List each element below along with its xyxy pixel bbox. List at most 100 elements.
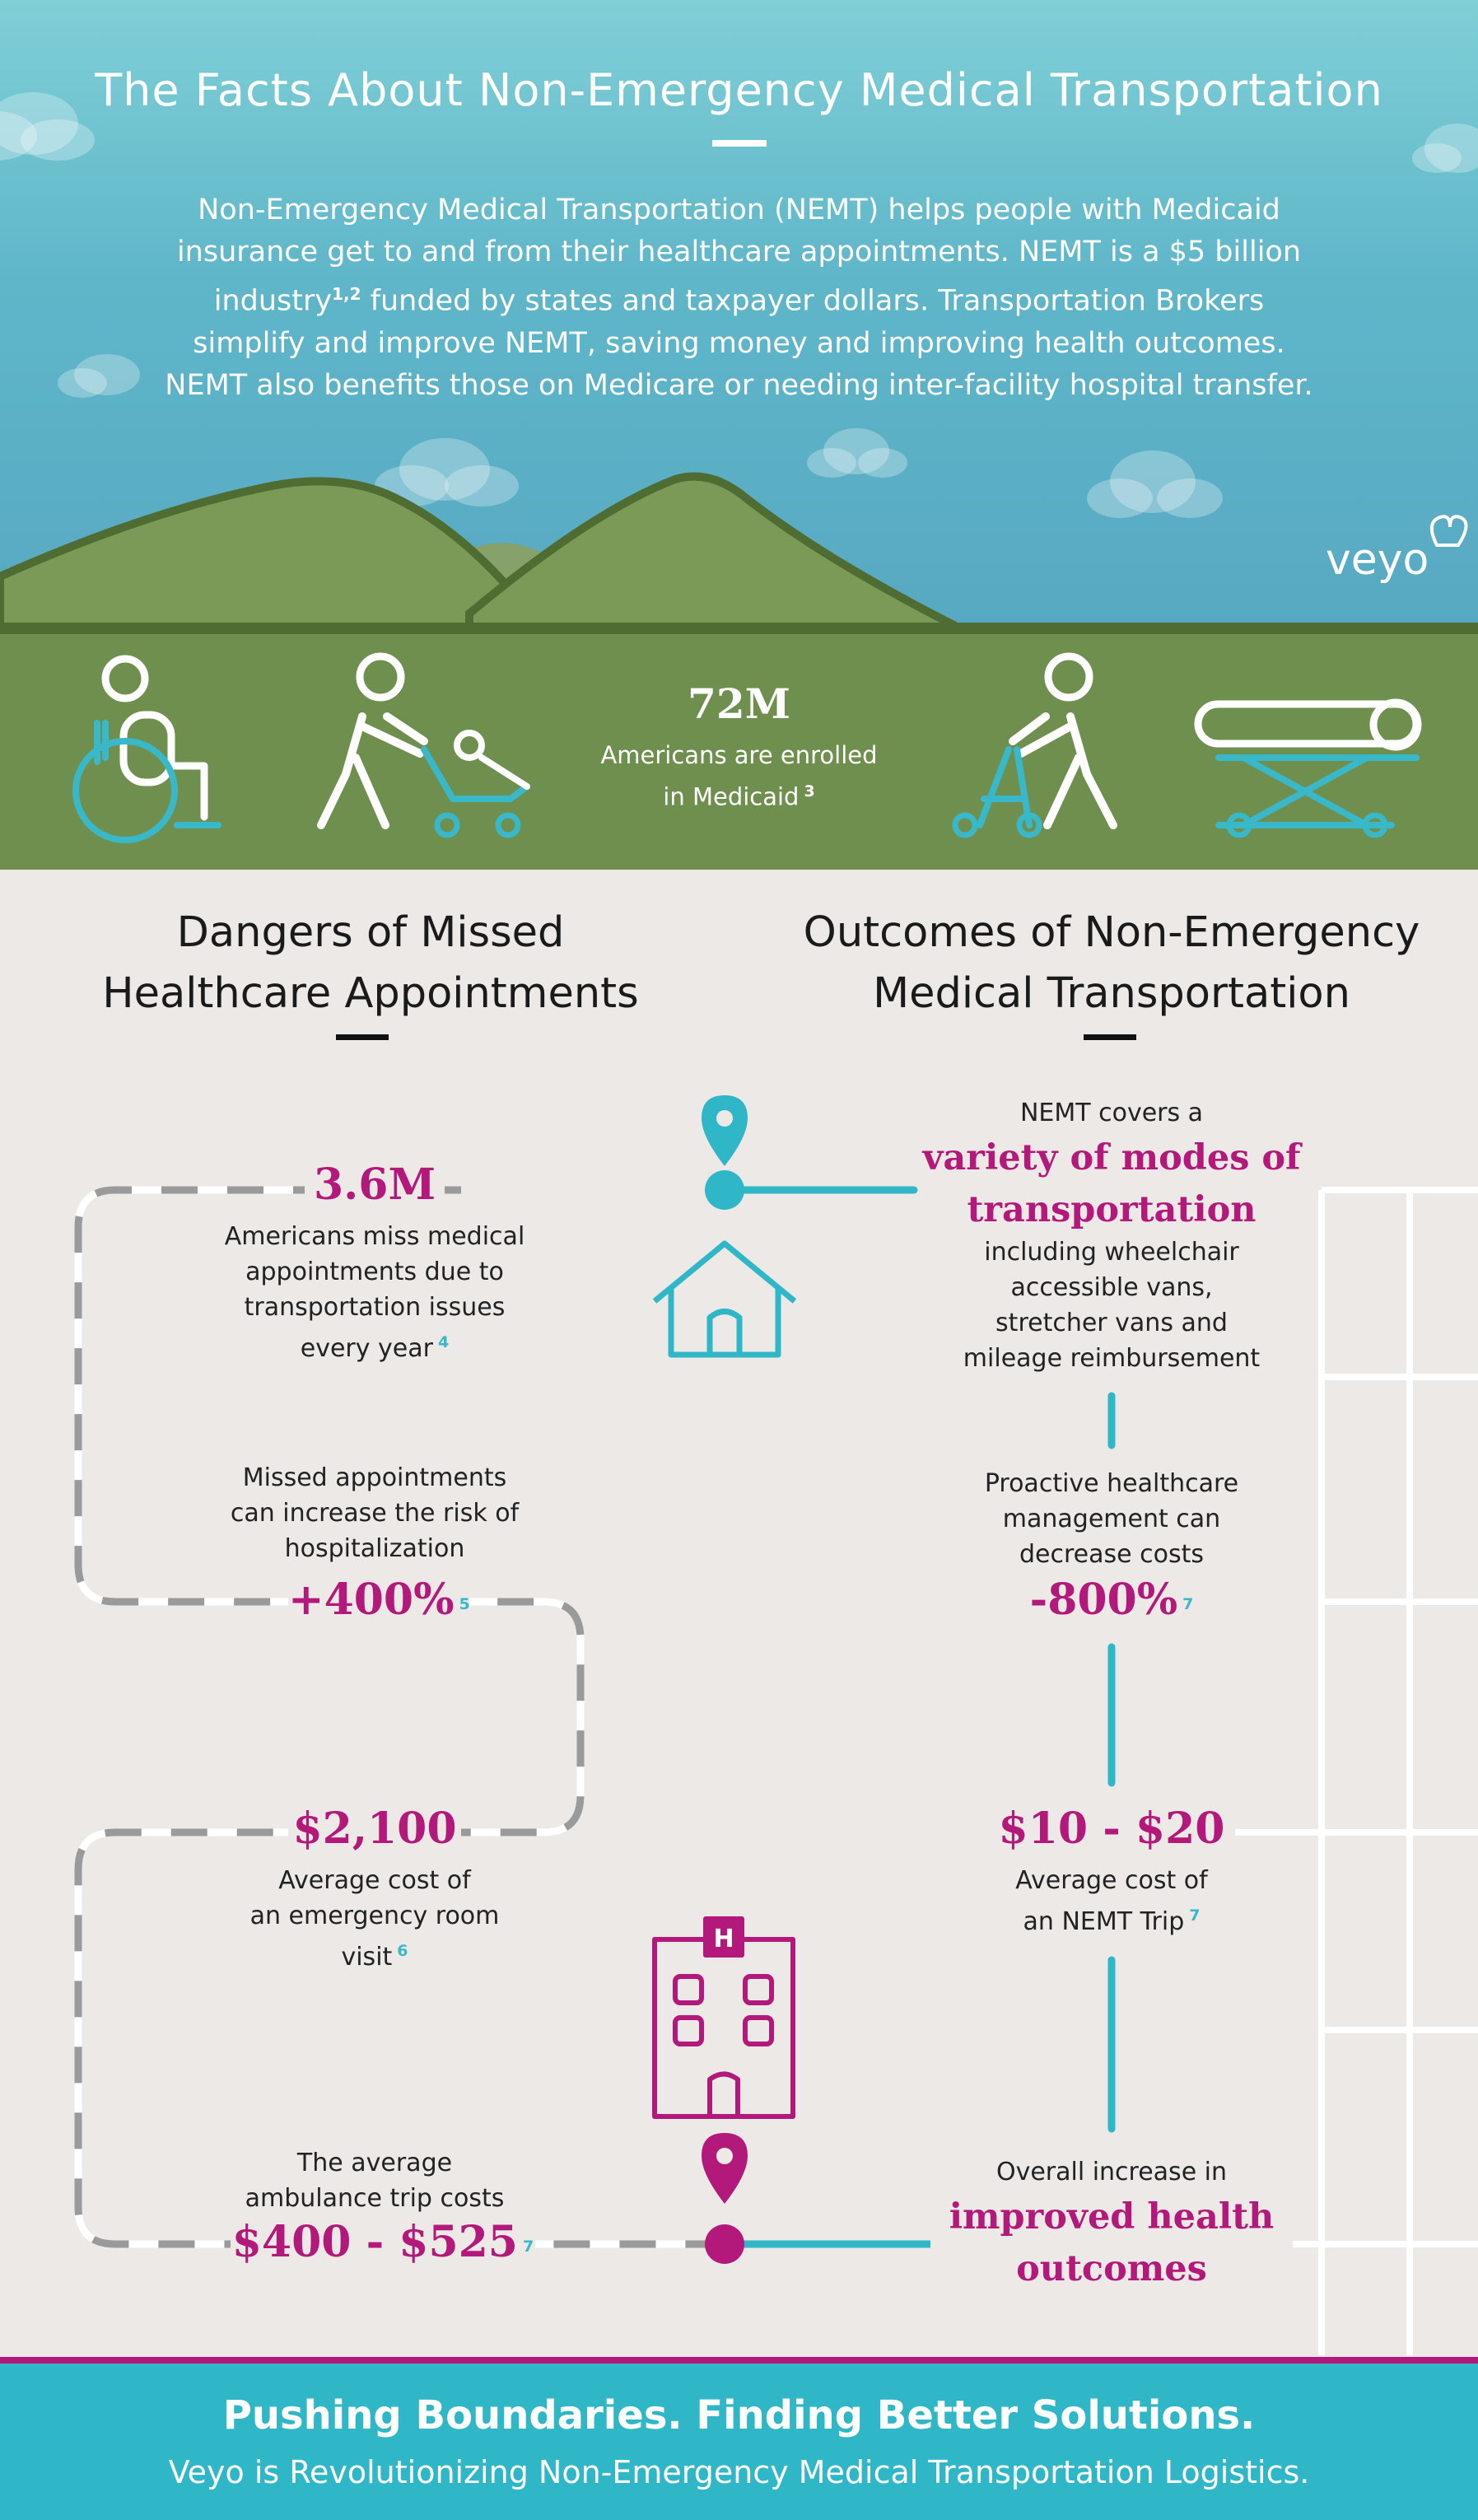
- text-line: including wheelchair: [984, 1238, 1239, 1267]
- footer-subtitle: Veyo is Revolutionizing Non-Emergency Me…: [168, 2454, 1310, 2490]
- house-icon: [652, 1240, 797, 1358]
- text-line: Average cost of: [278, 1866, 471, 1895]
- cloud-icon: [58, 354, 140, 398]
- page-title: The Facts About Non-Emergency Medical Tr…: [95, 64, 1383, 116]
- text-line: transportation issues: [244, 1293, 506, 1322]
- health-outcomes-highlight: outcomes: [1016, 2248, 1207, 2289]
- medicaid-stat-text: Americans are enrolled in Medicaid 3: [576, 737, 902, 815]
- hospital-icon: H: [652, 1916, 795, 2119]
- text-line: visit: [341, 1943, 393, 1972]
- footnote-ref: 7: [523, 2237, 534, 2256]
- intro-line: insurance get to and from their healthca…: [176, 236, 1302, 268]
- hospitalization-risk-value: +400%: [288, 1575, 455, 1625]
- footnote-ref: 3: [804, 782, 815, 800]
- footnote-ref: 1,2: [332, 284, 361, 304]
- transport-icons: [72, 652, 1422, 843]
- text-line: stretcher vans and: [995, 1309, 1228, 1337]
- footnote-ref: 5: [459, 1594, 470, 1613]
- text-line: hospitalization: [284, 1534, 465, 1563]
- intro-line: simplify and improve NEMT, saving money …: [193, 326, 1285, 360]
- intro-line: Non-Emergency Medical Transportation (NE…: [198, 194, 1280, 226]
- cloud-icon: [375, 438, 519, 506]
- transport-modes-highlight: variety of modes of: [922, 1137, 1301, 1178]
- wheelchair-icon: [72, 655, 221, 843]
- band-top-edge: [0, 623, 1478, 634]
- ambulance-cost-text: The average ambulance trip costs: [189, 2145, 560, 2216]
- stretcher-icon: [1194, 698, 1422, 838]
- ambulance-cost-value: $400 - $525: [231, 2217, 518, 2267]
- intro-paragraph: Non-Emergency Medical Transportation (NE…: [132, 189, 1346, 407]
- footer-band: [0, 2364, 1478, 2520]
- right-heading-divider: [1084, 1034, 1136, 1040]
- journey-graphics: H: [74, 1095, 1478, 2355]
- intro-line-rest: funded by states and taxpayer dollars. T…: [370, 284, 1265, 318]
- stat-line: Americans are enrolled: [600, 741, 878, 769]
- right-heading-line: Medical Transportation: [873, 969, 1350, 1018]
- medicaid-stat-value: 72M: [688, 679, 790, 728]
- left-heading-divider: [336, 1034, 389, 1040]
- brand-logo: veyo: [1326, 535, 1429, 585]
- stroller-icon: [317, 652, 530, 838]
- hill-right: [465, 472, 974, 638]
- footnote-ref: 6: [397, 1942, 408, 1960]
- right-heading-line: Outcomes of Non-Emergency: [803, 908, 1420, 957]
- text-line: management can: [1002, 1505, 1221, 1533]
- hospitalization-risk-text: Missed appointments can increase the ris…: [189, 1460, 560, 1566]
- er-visit-cost-text: Average cost of an emergency room visit 6: [189, 1863, 560, 1975]
- transport-modes-block: NEMT covers a variety of modes of transp…: [914, 1095, 1309, 1376]
- intro-line: NEMT also benefits those on Medicare or …: [165, 368, 1313, 402]
- svg-text:H: H: [713, 1925, 734, 1953]
- right-heading: Outcomes of Non-Emergency Medical Transp…: [766, 903, 1457, 1024]
- stat-line: in Medicaid: [663, 782, 800, 811]
- proactive-care-text: Proactive healthcare management can decr…: [914, 1466, 1309, 1572]
- cloud-icon: [0, 92, 95, 161]
- outcome-connectors: [722, 1186, 1116, 2248]
- text-line: accessible vans,: [1010, 1273, 1213, 1302]
- text-line: every year: [300, 1334, 433, 1363]
- hospitalization-risk-value-wrap: +400% 5: [288, 1575, 470, 1625]
- text-line: ambulance trip costs: [245, 2184, 505, 2213]
- hill-left: [0, 477, 531, 638]
- left-heading: Dangers of Missed Healthcare Appointment…: [49, 903, 692, 1024]
- text-line: NEMT covers a: [1019, 1099, 1204, 1127]
- health-outcomes-block: Overall increase in improved health outc…: [930, 2154, 1293, 2294]
- left-heading-line: Healthcare Appointments: [102, 969, 639, 1018]
- text-line: Americans miss medical: [224, 1222, 525, 1251]
- footnote-ref: 7: [1182, 1594, 1194, 1613]
- location-pin-magenta-icon: [702, 2133, 748, 2264]
- left-heading-line: Dangers of Missed: [176, 908, 565, 957]
- walker-icon: [952, 652, 1117, 838]
- cloud-icon: [807, 428, 907, 478]
- nemt-trip-cost-value: $10 - $20: [988, 1804, 1235, 1854]
- text-line: Average cost of: [1015, 1866, 1208, 1895]
- footer-accent-strip: [0, 2357, 1478, 2364]
- location-pin-teal-icon: [702, 1095, 748, 1210]
- proactive-care-value-wrap: -800% 7: [1013, 1575, 1210, 1625]
- text-line: Overall increase in: [995, 2158, 1228, 2186]
- brand-heart-icon: [1430, 515, 1468, 547]
- text-line: an NEMT Trip: [1023, 1907, 1185, 1936]
- missed-appointments-text: Americans miss medical appointments due …: [189, 1219, 560, 1366]
- transport-modes-highlight: transportation: [967, 1189, 1257, 1230]
- text-line: can increase the risk of: [230, 1499, 520, 1528]
- hero-scenery: [0, 92, 1478, 638]
- proactive-care-value: -800%: [1029, 1575, 1178, 1625]
- road-grid: [1235, 1187, 1478, 2355]
- text-line: an emergency room: [249, 1902, 500, 1930]
- ambulance-cost-value-wrap: $400 - $525 7: [231, 2217, 535, 2267]
- missed-appointments-value: 3.6M: [305, 1160, 445, 1210]
- nemt-trip-cost-text: Average cost of an NEMT Trip 7: [914, 1863, 1309, 1939]
- health-outcomes-highlight: improved health: [949, 2196, 1275, 2238]
- title-divider: [712, 140, 767, 147]
- footnote-ref: 7: [1189, 1906, 1201, 1925]
- er-visit-cost-value: $2,100: [288, 1804, 461, 1854]
- footer-title: Pushing Boundaries. Finding Better Solut…: [222, 2392, 1256, 2438]
- text-line: Proactive healthcare: [984, 1469, 1239, 1498]
- cloud-icon: [1412, 124, 1478, 173]
- intro-word: industry: [213, 284, 333, 318]
- text-line: decrease costs: [1019, 1540, 1204, 1569]
- cloud-icon: [1087, 450, 1223, 518]
- text-line: Missed appointments: [242, 1463, 507, 1492]
- intro-line: industry1,2 funded by states and taxpaye…: [132, 273, 1346, 323]
- text-line: The average: [296, 2149, 453, 2177]
